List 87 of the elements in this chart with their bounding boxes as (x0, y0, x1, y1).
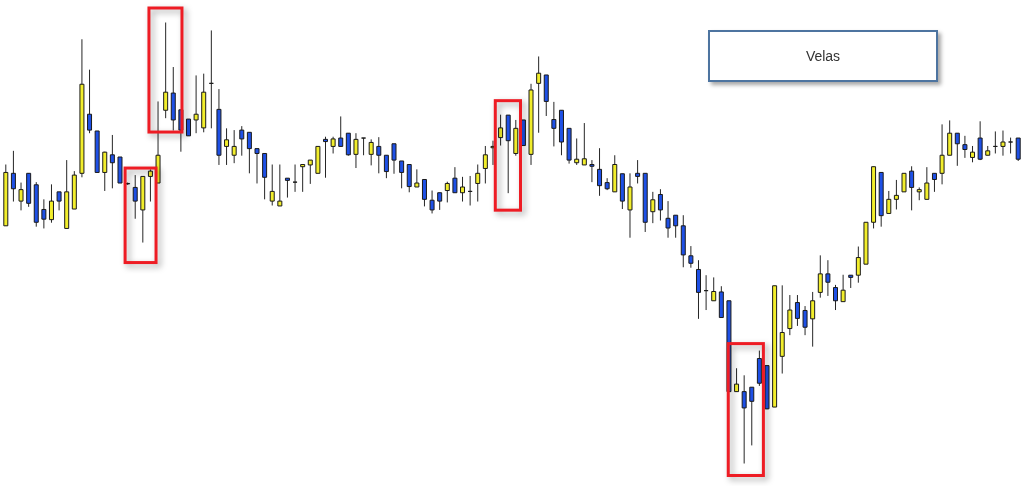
candlestick (429, 190, 435, 214)
candlestick (338, 115, 344, 147)
candlestick (650, 191, 656, 224)
candlestick (323, 136, 329, 179)
candlestick (939, 123, 945, 185)
candlestick (1015, 137, 1021, 162)
candlestick (931, 172, 937, 193)
candlestick (193, 74, 199, 134)
candlestick (825, 259, 831, 297)
candlestick (391, 143, 397, 175)
candlestick (893, 179, 899, 210)
candlestick (10, 150, 16, 203)
candlestick (597, 147, 603, 197)
caption-frame: Velas (708, 30, 938, 82)
candlestick (414, 168, 420, 188)
candlestick (734, 367, 740, 393)
candlestick (345, 132, 351, 157)
candlestick (41, 198, 47, 229)
candlestick (855, 246, 861, 284)
candlestick (787, 294, 793, 336)
candlestick (48, 183, 54, 224)
candlestick (673, 214, 679, 239)
candlestick (406, 164, 412, 193)
candlestick (574, 137, 580, 166)
candlestick (102, 151, 108, 192)
candlestick (482, 145, 488, 184)
candlestick (977, 120, 983, 161)
candlestick (635, 159, 641, 184)
candlestick (749, 386, 755, 446)
candlestick (147, 168, 153, 203)
candlestick (307, 159, 313, 185)
candlestick (688, 245, 694, 269)
candlestick (909, 165, 915, 211)
candlestick (18, 182, 24, 211)
candlestick (498, 114, 504, 147)
candlestick (962, 135, 968, 159)
annotation: Velas (805, 47, 841, 65)
candlestick (460, 176, 466, 203)
candlestick (262, 152, 268, 200)
candlestick (109, 134, 115, 189)
candlestick (239, 125, 245, 157)
candlestick (277, 164, 283, 207)
candlestick (817, 254, 823, 299)
candlestick (536, 55, 542, 134)
candlestick (794, 294, 800, 327)
candlestick (886, 190, 892, 214)
candlestick (231, 129, 237, 164)
candlestick (810, 291, 816, 348)
candlestick (802, 305, 808, 336)
candlestick (833, 284, 839, 311)
candlestick (368, 138, 374, 166)
candlestick (361, 137, 367, 156)
candlestick (353, 132, 359, 169)
candlestick (589, 159, 595, 183)
candlestick (452, 166, 458, 194)
candlestick (581, 122, 587, 166)
candlestick (132, 174, 138, 220)
candlestick (947, 119, 953, 156)
candlestick (269, 164, 275, 207)
candlestick (399, 160, 405, 189)
candlestick (254, 148, 260, 184)
candlestick (300, 164, 306, 193)
candlestick (444, 181, 450, 203)
candlestick (383, 154, 389, 179)
candlestick (840, 274, 846, 303)
candlestick (695, 259, 701, 320)
candlestick (665, 200, 671, 239)
candlestick (627, 172, 633, 239)
candlestick (954, 132, 960, 167)
candlestick (421, 179, 427, 207)
candlestick (376, 136, 382, 174)
candlestick (924, 166, 930, 200)
candlestick (56, 191, 62, 211)
candlestick (901, 172, 907, 193)
candlestick (246, 131, 252, 174)
candlestick (292, 164, 298, 193)
candlestick (87, 69, 93, 134)
candlestick (475, 164, 481, 203)
candlestick (284, 177, 290, 199)
candlestick (711, 276, 717, 302)
candlestick (1000, 130, 1006, 157)
candlestick (224, 127, 230, 166)
candlestick (741, 374, 747, 464)
candlestick (779, 284, 785, 375)
candlestick (163, 22, 169, 119)
candlestick (657, 188, 663, 222)
candlestick (551, 101, 557, 147)
